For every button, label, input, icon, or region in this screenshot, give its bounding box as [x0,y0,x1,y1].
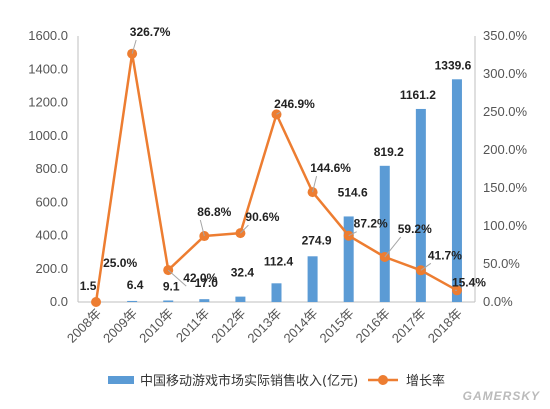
y-left-tick-label: 1400.0 [28,61,68,76]
leader-line [199,219,205,237]
x-tick-label: 2013年 [244,306,284,346]
bar-value-label: 17.0 [195,276,219,290]
legend-label-bar: 中国移动游戏市场实际销售收入(亿元) [140,373,358,389]
legend-swatch-marker [378,375,388,385]
leader-line [131,39,137,54]
y-right-tick-label: 350.0% [483,28,528,43]
bar-value-label: 1339.6 [435,58,472,72]
bar-value-label: 819.2 [374,145,404,159]
x-tick-label: 2016年 [353,306,393,346]
y-left-tick-label: 0.0 [50,294,68,309]
leader-line [312,175,318,193]
x-tick-label: 2017年 [389,306,429,346]
growth-value-label: 41.7% [428,248,462,262]
leader-line [348,231,357,237]
y-left-tick-label: 400.0 [35,228,68,243]
x-tick-label: 2009年 [100,306,140,346]
growth-value-label: 86.8% [197,205,231,219]
leader-line [420,262,432,271]
legend-swatch-bar [108,376,134,384]
bar-value-label: 1.5 [80,279,97,293]
y-right-tick-label: 0.0% [483,294,513,309]
growth-value-label: 144.6% [310,161,351,175]
bar-value-label: 1161.2 [400,88,436,102]
y-left-tick-label: 800.0 [35,161,68,176]
bar-value-label: 274.9 [302,233,332,247]
y-right-tick-label: 150.0% [483,180,528,195]
y-right-tick-label: 100.0% [483,218,528,233]
bar-value-label: 32.4 [231,266,255,280]
y-left-tick-label: 600.0 [35,194,68,209]
growth-value-label: 25.0% [103,256,137,270]
x-tick-label: 2012年 [208,306,248,346]
bar [235,296,246,302]
bar [451,79,462,302]
leader-line [384,236,402,258]
leader-line [167,269,187,287]
growth-value-label: 246.9% [274,97,315,111]
bar-value-label: 9.1 [163,279,180,293]
growth-value-label: 59.2% [398,222,432,236]
bar [415,108,426,302]
leader-line [240,224,249,234]
growth-value-label: 90.6% [245,210,279,224]
bar-value-label: 6.4 [127,278,144,292]
y-left-tick-label: 1600.0 [28,28,68,43]
y-right-tick-label: 200.0% [483,142,528,157]
y-left-tick-label: 1200.0 [28,95,68,110]
x-tick-label: 2010年 [136,306,176,346]
bar [127,300,138,302]
bar [307,256,318,302]
y-right-tick-label: 250.0% [483,104,528,119]
y-left-tick-label: 1000.0 [28,128,68,143]
bar [343,216,354,302]
x-tick-label: 2014年 [280,306,320,346]
bar-value-label: 112.4 [264,254,294,268]
bar [163,300,174,302]
growth-value-label: 15.4% [452,275,486,289]
growth-value-label: 42.0% [183,271,217,285]
watermark-text: GAMERSKY [463,389,540,403]
leader-line [276,111,281,115]
y-right-tick-label: 50.0% [483,256,520,271]
bar [271,283,282,302]
bar [199,299,210,302]
legend-label-line: 增长率 [406,373,445,389]
x-tick-label: 2018年 [425,306,465,346]
bar [379,165,390,302]
x-tick-label: 2011年 [173,306,213,346]
y-right-tick-label: 300.0% [483,66,528,81]
growth-value-label: 87.2% [354,217,388,231]
bar-value-label: 514.6 [338,185,368,199]
growth-point [91,297,102,307]
y-left-tick-label: 200.0 [35,261,68,276]
growth-value-label: 326.7% [130,25,171,39]
x-tick-label: 2008年 [64,306,104,346]
x-tick-label: 2015年 [317,306,357,346]
